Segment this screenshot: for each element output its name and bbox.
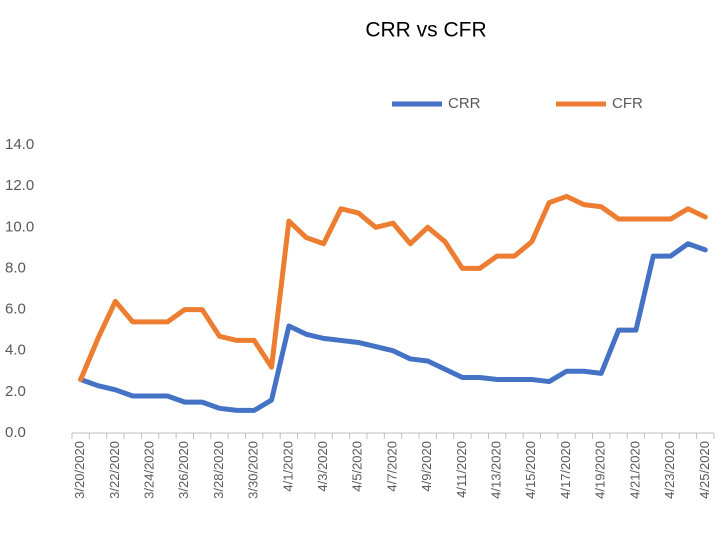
series-line (78, 193, 708, 383)
x-tick-label: 4/3/2020 (315, 441, 330, 492)
x-tick-label: 3/30/2020 (246, 441, 261, 499)
y-tick-label: 10.0 (5, 218, 34, 235)
x-tick-label: 4/15/2020 (523, 441, 538, 499)
x-tick-label: 4/11/2020 (454, 441, 469, 498)
x-tick-label: 4/21/2020 (627, 441, 642, 499)
series-line (78, 241, 708, 413)
y-tick-label: 0.0 (5, 424, 26, 441)
x-tick-label: 4/19/2020 (593, 441, 608, 499)
x-tick-label: 3/20/2020 (72, 441, 87, 499)
x-tick-label: 4/7/2020 (384, 441, 399, 492)
x-tick-label: 4/17/2020 (558, 441, 573, 499)
y-tick-label: 14.0 (5, 136, 34, 153)
x-tick-label: 4/9/2020 (419, 441, 434, 492)
chart-title: CRR vs CFR (365, 19, 486, 42)
y-tick-label: 12.0 (5, 177, 34, 194)
x-tick-label: 3/24/2020 (142, 441, 157, 499)
legend-label: CFR (612, 95, 643, 112)
x-tick-label: 4/1/2020 (280, 441, 295, 492)
x-tick-label: 3/28/2020 (211, 441, 226, 499)
x-tick-label: 3/22/2020 (107, 441, 122, 499)
y-tick-label: 6.0 (5, 301, 26, 318)
y-tick-label: 4.0 (5, 342, 26, 359)
x-tick-label: 4/13/2020 (489, 441, 504, 499)
x-tick-label: 4/5/2020 (350, 441, 365, 492)
x-tick-label: 3/26/2020 (176, 441, 191, 499)
y-tick-label: 2.0 (5, 383, 26, 400)
legend-label: CRR (448, 95, 481, 112)
y-tick-label: 8.0 (5, 259, 26, 276)
x-tick-label: 4/23/2020 (662, 441, 677, 499)
x-tick-label: 4/25/2020 (697, 441, 712, 499)
